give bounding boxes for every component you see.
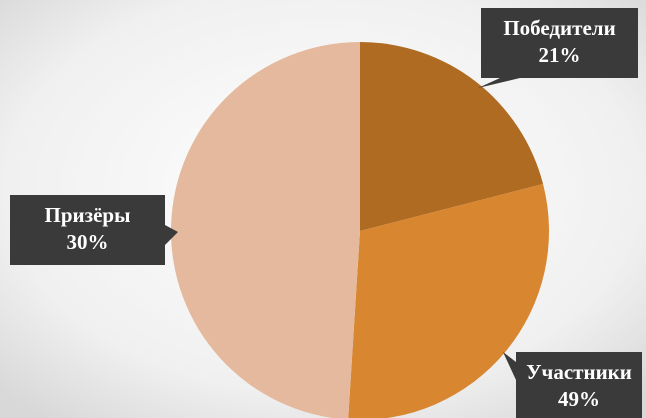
pie-slice [360, 42, 544, 231]
category-label: Участники [526, 360, 632, 384]
pie-slice [348, 183, 549, 418]
value-label: 21% [539, 43, 581, 67]
callout-pointer [503, 352, 516, 380]
value-label: 49% [558, 387, 600, 411]
callout-box [516, 352, 642, 418]
pie-slice [171, 42, 360, 418]
callout-pointer [478, 78, 520, 88]
callout-box [10, 195, 165, 265]
callout-box [481, 8, 638, 78]
category-label: Победители [503, 16, 615, 40]
callout-pointer [165, 225, 178, 245]
value-label: 30% [67, 230, 109, 254]
category-label: Призёры [45, 203, 131, 227]
